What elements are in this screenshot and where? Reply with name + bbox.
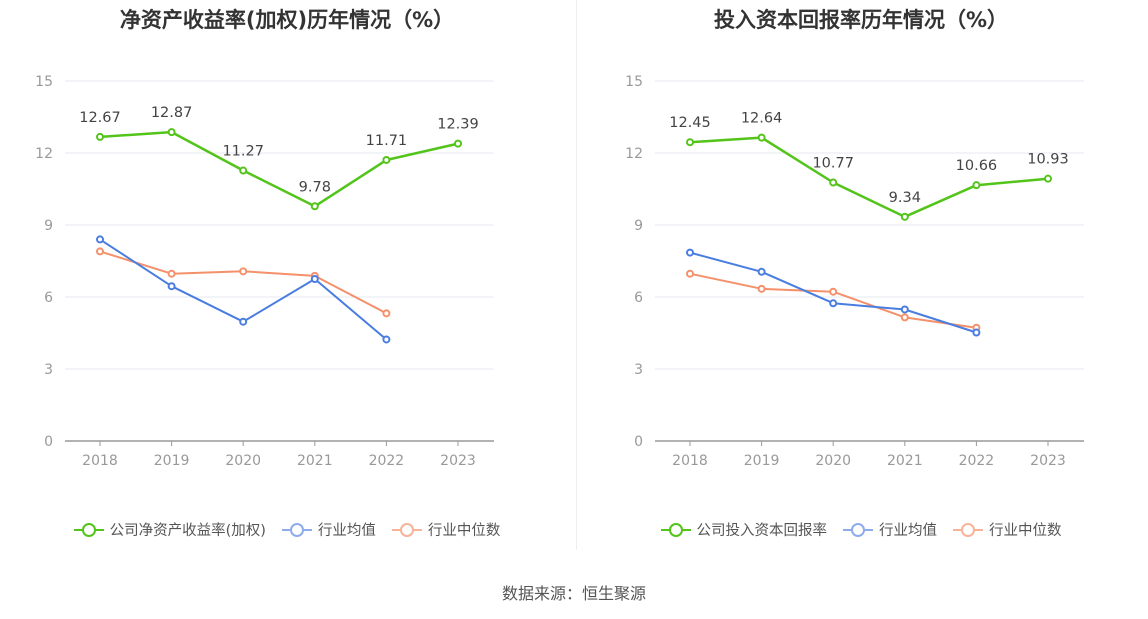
data-point [239,166,248,175]
legend-swatch-icon [953,522,983,537]
data-point [686,248,694,257]
legend-swatch-icon [660,522,691,537]
data-point [900,305,909,314]
legend-item-industry-median[interactable]: 行业中位数 [953,519,1062,540]
y-tick-label: 12 [35,146,53,162]
legend-label: 行业均值 [317,523,376,539]
roe-plot-area: 0 3 6 9 12 15 2018 2019 2020 2021 2022 2023 12.67 12.… [35,74,494,469]
data-label: 10.77 [812,156,854,172]
series-line [689,136,1049,219]
data-point [686,138,694,147]
data-point [167,269,176,278]
data-point [829,178,838,187]
legend-item-company[interactable]: 公司投入资本回报率 [660,519,828,540]
legend-label: 行业均值 [879,523,937,539]
data-label: 9.78 [299,179,331,195]
data-point [382,309,391,318]
roe-chart-panel: 净资产收益率(加权)历年情况（%） 0 3 6 9 12 15 2018 2019 2020 20… [0,0,574,560]
y-tick-label: 3 [44,362,53,378]
x-tick-label: 2018 [82,453,118,469]
data-point [454,139,462,148]
x-tick-label: 2021 [297,453,333,469]
data-point [310,202,319,211]
y-tick-label: 9 [634,218,643,234]
chart-legend: 公司投入资本回报率 行业均值 行业中位数 [574,519,1148,540]
series-line [99,130,459,208]
x-tick-label: 2020 [225,453,261,469]
data-point [829,287,838,296]
data-point [972,328,981,337]
data-label: 12.87 [151,105,193,121]
y-tick-label: 0 [634,434,643,450]
y-tick-label: 15 [625,74,643,90]
data-point [900,212,909,221]
legend-item-industry-mean[interactable]: 行业均值 [843,519,937,540]
chart-legend: 公司净资产收益率(加权) 行业均值 行业中位数 [0,519,574,540]
legend-swatch-icon [391,522,422,537]
y-tick-label: 12 [625,146,643,162]
y-tick-label: 6 [634,290,643,306]
y-tick-label: 0 [44,434,53,450]
legend-item-company[interactable]: 公司净资产收益率(加权) [73,519,266,540]
data-point [96,235,104,244]
roic-chart-panel: 投入资本回报率历年情况（%） 0 3 6 9 12 15 2018 2019 2020 2021 2… [574,0,1148,560]
data-point [757,267,766,276]
x-tick-label: 2020 [815,453,851,469]
data-label: 10.93 [1027,152,1069,168]
data-point [757,133,766,142]
x-tick-label: 2018 [672,453,708,469]
x-tick-label: 2021 [887,453,923,469]
y-tick-label: 9 [44,218,53,234]
data-label: 12.45 [669,115,711,131]
data-point [310,275,319,283]
data-label: 10.66 [956,158,998,174]
legend-item-industry-median[interactable]: 行业中位数 [391,519,501,540]
data-label: 11.27 [222,144,264,160]
y-tick-label: 15 [35,74,53,90]
data-label: 12.39 [437,117,479,133]
x-tick-label: 2019 [744,453,780,469]
y-tick-label: 3 [634,362,643,378]
data-point [167,128,176,137]
y-tick-label: 6 [44,290,53,306]
legend-swatch-icon [73,522,104,537]
panel-divider [576,0,577,550]
chart-title: 投入资本回报率历年情况（%） [713,8,1009,32]
data-point [686,269,694,278]
legend-swatch-icon [843,522,873,537]
data-label: 12.67 [79,110,121,126]
data-label: 12.64 [741,111,783,127]
data-point [96,132,104,141]
legend-label: 行业中位数 [427,523,501,539]
data-source-note: 数据来源：恒生聚源 [501,584,646,603]
chart-title: 净资产收益率(加权)历年情况（%） [119,8,455,32]
x-tick-label: 2023 [1030,453,1066,469]
data-point [900,313,909,322]
data-point [829,299,838,308]
data-point [239,267,248,276]
legend-label: 公司投入资本回报率 [696,523,828,539]
data-point [239,317,248,326]
roic-plot-area: 0 3 6 9 12 15 2018 2019 2020 2021 2022 2023 12.45 12.… [625,74,1084,469]
legend-label: 公司净资产收益率(加权) [109,523,266,539]
data-point [1044,174,1052,183]
legend-swatch-icon [281,522,312,537]
data-point [382,335,391,344]
legend-label: 行业中位数 [989,523,1062,539]
data-point [382,155,391,164]
data-point [96,247,104,256]
data-point [972,181,981,190]
x-tick-label: 2022 [959,453,995,469]
data-point [167,282,176,291]
x-tick-label: 2019 [154,453,190,469]
legend-item-industry-mean[interactable]: 行业均值 [281,519,376,540]
data-label: 11.71 [366,133,408,149]
data-point [757,284,766,293]
x-tick-label: 2022 [369,453,405,469]
x-tick-label: 2023 [440,453,476,469]
data-label: 9.34 [889,190,921,206]
